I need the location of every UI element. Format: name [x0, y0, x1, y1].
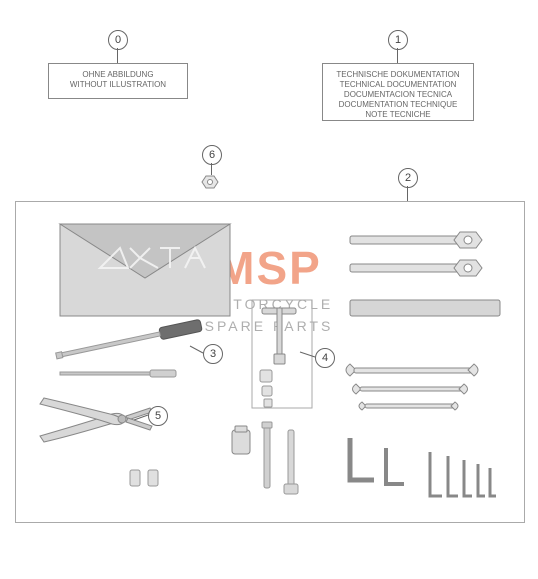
- callout-3: 3: [203, 344, 223, 364]
- open-wrench-1-icon: [346, 364, 478, 376]
- t-handle-icon: [262, 308, 296, 364]
- callout-5: 5: [148, 406, 168, 426]
- bit-2-icon: [148, 470, 158, 486]
- callout-5-label: 5: [155, 410, 161, 422]
- open-wrench-3-icon: [359, 402, 458, 410]
- nut-cap-icon: [202, 176, 218, 188]
- screwdriver-dark-icon: [55, 319, 202, 362]
- hex-key-set-icon: [430, 452, 496, 496]
- leader-4: [300, 352, 315, 357]
- bit-1-icon: [130, 470, 140, 486]
- hex-wrench-2-icon: [350, 260, 482, 276]
- hex-wrench-1-icon: [350, 232, 482, 248]
- block-bar-icon: [350, 300, 500, 316]
- hex-key-big-icon: [350, 438, 374, 480]
- socket-a-icon: [260, 370, 272, 382]
- socket-c-icon: [264, 399, 272, 407]
- hex-key-mid-icon: [386, 448, 404, 484]
- callout-4-label: 4: [322, 352, 328, 364]
- callout-4: 4: [315, 348, 335, 368]
- large-socket-icon: [232, 426, 250, 454]
- tools-svg: [0, 0, 538, 579]
- open-wrench-2-icon: [353, 384, 468, 394]
- extension-bar-icon: [284, 430, 298, 494]
- screwdriver-thin-icon: [60, 370, 176, 377]
- callout-3-label: 3: [210, 348, 216, 360]
- socket-b-icon: [262, 386, 272, 396]
- long-pin-icon: [262, 422, 272, 488]
- tool-bag-icon: [60, 224, 230, 316]
- diagram-canvas: 0 OHNE ABBILDUNG WITHOUT ILLUSTRATION 1 …: [0, 0, 538, 579]
- leader-3: [190, 346, 203, 353]
